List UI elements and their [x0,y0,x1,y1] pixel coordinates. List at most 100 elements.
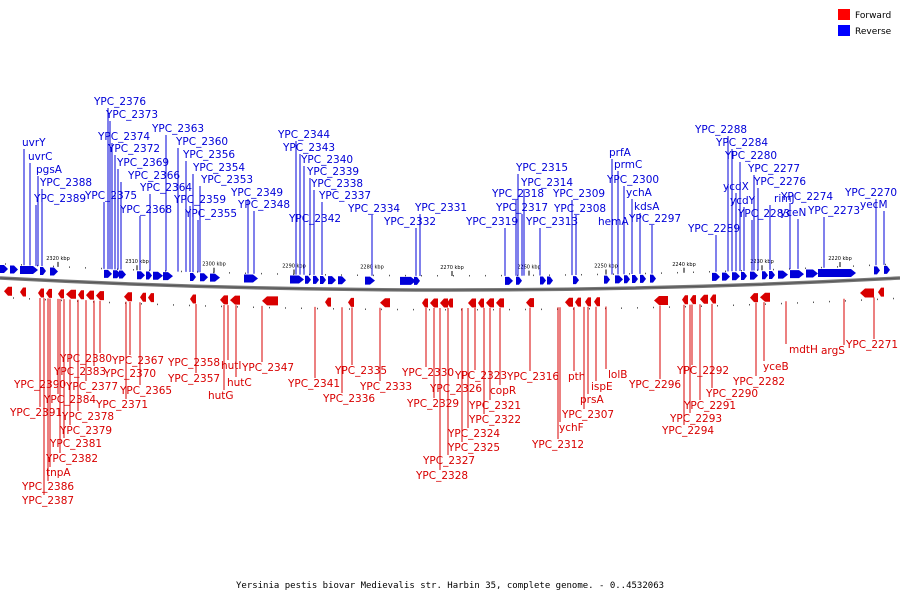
minor-tick [229,272,230,274]
minor-tick [21,264,22,266]
minor-tick [893,297,894,300]
minor-tick [245,272,246,275]
forward-gene-label: YPC_2291 [683,400,736,412]
reverse-gene-label: YPC_2284 [715,137,768,149]
reverse-gene-arrow [769,270,775,279]
reverse-gene-label: YPC_2349 [230,187,283,199]
forward-gene-label: YPC_2370 [103,368,156,380]
minor-tick [381,308,382,311]
forward-gene-label: YPC_2323 [454,370,507,382]
forward-gene-label: YPC_2329 [406,398,459,410]
minor-tick [85,267,86,269]
forward-gene-arrow [860,288,874,298]
forward-gene-arrow [478,298,484,308]
tick-label: 2260 kbp [517,265,541,271]
tick-label: 2310 kbp [125,259,149,265]
forward-gene-arrow [700,294,708,304]
minor-tick [797,302,798,304]
tick-label: 2290 kbp [282,264,306,270]
reverse-gene-label: YPC_2317 [495,202,548,214]
reverse-gene-label: YPC_2277 [747,163,800,175]
minor-tick [61,299,62,302]
reverse-gene-label: yecM [860,199,888,211]
reverse-gene-label: kdsA [634,201,660,213]
tick-label: 2300 kbp [202,262,226,268]
tick-label: 2250 kbp [594,264,618,270]
forward-gene-label: prsA [580,394,604,406]
reverse-gene-arrow [516,276,522,285]
forward-gene-arrow [190,294,196,304]
forward-gene-arrow [46,288,52,298]
minor-tick [621,307,622,309]
forward-gene-label: YPC_2381 [49,438,102,450]
minor-tick [141,303,142,305]
reverse-gene-arrow [146,271,152,280]
reverse-gene-label: YPC_2369 [116,157,169,169]
reverse-gene-label: YPC_2297 [628,213,681,225]
minor-tick [181,270,182,273]
minor-tick [781,302,782,305]
reverse-gene-label: YPC_2315 [515,162,568,174]
forward-gene-label: tnpA [46,467,71,479]
forward-gene-label: YPC_2379 [59,425,112,437]
genome-backbone-edge [0,277,900,291]
genome-caption: Yersinia pestis biovar Medievalis str. H… [236,581,664,591]
forward-gene-label: hutC [227,377,252,389]
reverse-gene-label: YPC_2270 [844,187,897,199]
forward-gene-label: ychF [559,422,584,434]
minor-tick [341,274,342,276]
forward-gene-arrow [430,298,438,308]
forward-gene-label: YPC_2341 [287,378,340,390]
minor-tick [421,274,422,277]
minor-tick [5,263,6,265]
reverse-genes [0,265,890,285]
minor-tick [741,269,742,272]
reverse-gene-arrow [604,275,610,284]
minor-tick [29,298,30,300]
tick-label: 2230 kbp [750,259,774,265]
minor-tick [693,271,694,274]
minor-tick [445,308,446,311]
reverse-gene-arrow [750,271,758,280]
minor-tick [485,274,486,277]
reverse-gene-label: YPC_2314 [520,177,573,189]
reverse-gene-label: YPC_2276 [753,176,806,188]
minor-tick [877,298,878,301]
reverse-gene-arrow [778,270,788,279]
minor-tick [173,304,174,306]
reverse-gene-arrow [163,272,173,281]
reverse-gene-labels: uvrYuvrCpgsAYPC_2388YPC_2389YPC_2376YPC_… [22,96,897,276]
reverse-gene-label: YPC_2309 [552,188,605,200]
forward-gene-arrow [526,298,534,308]
minor-tick [533,274,534,277]
reverse-gene-label: YPC_2359 [173,194,226,206]
minor-tick [237,306,238,308]
forward-gene-label: YPC_2326 [429,383,482,395]
forward-gene-arrow [148,293,154,303]
reverse-gene-label: uvrC [28,151,53,163]
forward-genes [4,286,884,308]
minor-tick [253,306,254,309]
forward-gene-label: YPC_2335 [334,365,387,377]
minor-tick [333,308,334,310]
forward-gene-label: YPC_2365 [119,385,172,397]
minor-tick [661,272,662,274]
reverse-gene-label: YPC_2280 [724,150,777,162]
forward-gene-arrow [230,295,240,305]
forward-gene-label: YPC_2378 [61,411,114,423]
forward-gene-label: YPC_2382 [45,453,98,465]
minor-tick [373,274,374,277]
minor-tick [589,307,590,310]
forward-gene-label: YPC_2296 [628,379,681,391]
reverse-gene-arrow [328,276,336,285]
reverse-gene-label: YPC_2348 [237,199,290,211]
forward-gene-arrow [878,287,884,297]
forward-gene-label: YPC_2371 [95,399,148,411]
forward-gene-label: copR [490,385,516,397]
minor-tick [717,305,718,307]
forward-gene-arrow [96,291,104,301]
minor-tick [845,300,846,302]
minor-tick [805,267,806,270]
reverse-gene-label: YPC_2373 [105,109,158,121]
